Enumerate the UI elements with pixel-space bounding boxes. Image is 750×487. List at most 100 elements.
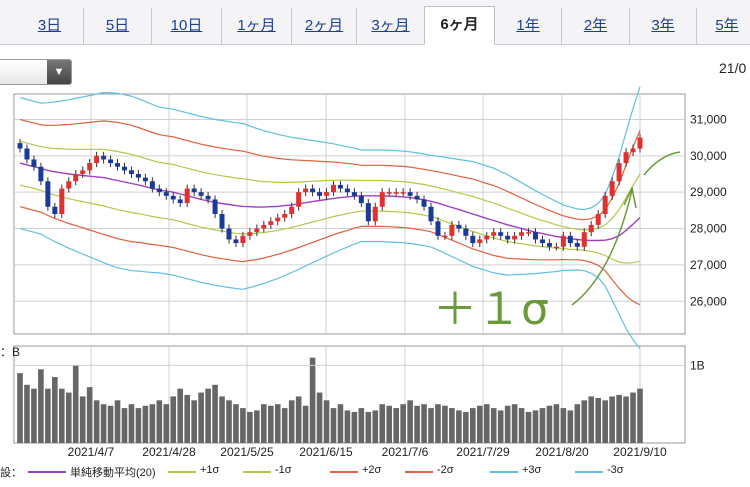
- volume-bar: [24, 384, 30, 443]
- candle: [539, 239, 545, 244]
- tab-4[interactable]: 2ヶ月: [292, 8, 357, 44]
- candle: [637, 137, 643, 149]
- band-minus3: [19, 227, 641, 349]
- candle: [212, 199, 218, 214]
- candle: [379, 192, 385, 207]
- volume-bar: [456, 410, 462, 443]
- volume-bar: [539, 408, 546, 443]
- candle: [602, 195, 608, 214]
- volume-bar: [421, 404, 427, 443]
- candle: [261, 224, 267, 229]
- volume-bar: [100, 404, 107, 443]
- volume-unit-label: ：B: [0, 345, 20, 359]
- volume-bar: [602, 400, 608, 443]
- candle: [115, 163, 121, 167]
- volume-bar: [281, 408, 288, 443]
- candle: [289, 206, 295, 214]
- tab-2[interactable]: 10日: [152, 8, 222, 44]
- volume-bar: [470, 408, 476, 443]
- volume-bar: [191, 400, 197, 443]
- volume-bar: [386, 405, 393, 443]
- x-tick-label: 2021/8/20: [535, 445, 589, 459]
- volume-bar: [511, 404, 518, 443]
- candle: [205, 195, 211, 200]
- volume-bar: [379, 404, 386, 443]
- candle: [80, 170, 86, 174]
- legend-label: -1σ: [275, 464, 292, 476]
- legend-swatch: [575, 471, 603, 473]
- candle: [574, 243, 580, 247]
- candle: [324, 192, 330, 196]
- volume-bar: [31, 388, 37, 443]
- candle: [31, 159, 37, 167]
- candle: [526, 232, 532, 234]
- volume-bar: [337, 404, 344, 443]
- candle: [184, 188, 190, 204]
- tab-5[interactable]: 3ヶ月: [371, 17, 410, 34]
- volume-bar: [351, 411, 358, 443]
- band-plus3: [19, 86, 641, 211]
- volume-bar: [17, 373, 23, 443]
- candle: [546, 243, 552, 247]
- y-tick-label: 29,000: [690, 185, 727, 199]
- volume-bar: [142, 405, 149, 443]
- volume-bar: [58, 388, 65, 443]
- legend-swatch: [28, 471, 66, 473]
- candle: [491, 232, 497, 236]
- volume-bar: [581, 400, 588, 443]
- candle: [73, 174, 79, 182]
- volume-bar: [302, 405, 309, 443]
- candle: [121, 166, 127, 171]
- tab-6[interactable]: 6ヶ月: [424, 6, 495, 45]
- candle: [442, 235, 448, 238]
- legend-swatch: [168, 471, 196, 473]
- volume-bar: [435, 404, 441, 443]
- candle: [351, 192, 357, 196]
- x-tick-label: 2021/7/29: [456, 445, 510, 459]
- volume-bar: [365, 411, 372, 443]
- volume-bar: [574, 404, 581, 443]
- candle: [567, 235, 573, 244]
- candle: [128, 170, 134, 174]
- volume-bar: [504, 405, 511, 443]
- price-chart: 31,000 30,000 29,000 28,000 27,000 26,000 1B ：B…: [0, 86, 727, 459]
- tab-10[interactable]: 5年: [715, 17, 739, 34]
- candle: [317, 192, 323, 196]
- candle: [101, 155, 107, 160]
- volume-bar: [247, 411, 253, 443]
- candle: [484, 235, 490, 240]
- volume-bar: [65, 392, 72, 443]
- volume-bar: [254, 410, 260, 443]
- y-tick-label: 31,000: [690, 112, 727, 126]
- candle: [609, 181, 615, 196]
- volume-bar: [637, 388, 643, 443]
- tab-9[interactable]: 3年: [630, 8, 697, 44]
- volume-bar: [567, 410, 574, 443]
- candle: [135, 174, 141, 178]
- volume-bar: [121, 408, 128, 443]
- dropdown-arrow-icon: ▼: [47, 60, 71, 84]
- volume-bar: [442, 405, 448, 443]
- date-readout: 21/0: [719, 60, 747, 76]
- volume-bar: [233, 404, 239, 443]
- tab-8[interactable]: 2年: [562, 8, 630, 44]
- indicator-select[interactable]: ▼: [0, 59, 72, 85]
- tab-0[interactable]: 3日: [16, 8, 84, 44]
- candle: [149, 181, 155, 189]
- candle: [365, 203, 371, 222]
- volume-bar: [372, 410, 379, 443]
- y-tick-label: 26,000: [690, 294, 727, 308]
- volume-bar: [428, 408, 434, 443]
- band-minus1: [19, 184, 641, 264]
- volume-bar: [623, 396, 629, 443]
- tab-3[interactable]: 1ヶ月: [222, 8, 292, 44]
- volume-bar: [93, 400, 100, 443]
- volume-bar: [107, 405, 114, 443]
- x-tick-label: 2021/5/25: [220, 445, 274, 459]
- candle: [477, 239, 483, 244]
- candle: [163, 192, 169, 196]
- tab-7[interactable]: 1年: [495, 8, 562, 44]
- candle: [219, 214, 225, 229]
- tab-1[interactable]: 5日: [84, 8, 152, 44]
- volume-bar: [358, 408, 365, 443]
